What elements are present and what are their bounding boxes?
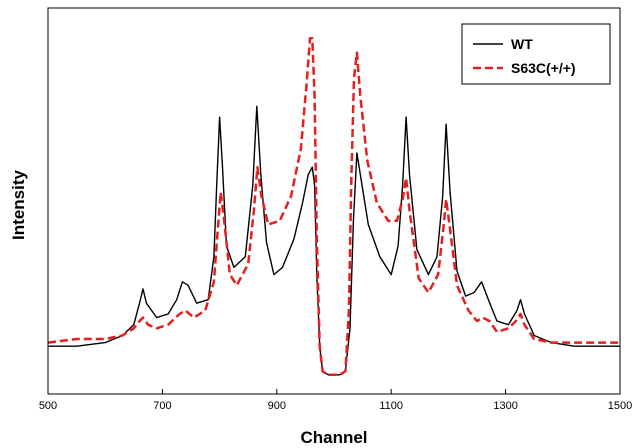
x-axis-ticks: 500 700 900 1100 1300 1500 bbox=[39, 389, 632, 412]
series-line-wt bbox=[48, 105, 620, 376]
plot-frame bbox=[47, 7, 621, 395]
x-tick-label: 700 bbox=[153, 400, 171, 412]
x-tick-label: 1300 bbox=[493, 400, 517, 412]
legend: WT S63C(+/+) bbox=[461, 23, 611, 85]
x-tick-label: 1100 bbox=[379, 400, 403, 412]
series-line-s63c bbox=[47, 37, 620, 377]
legend-label-s63c: S63C(+/+) bbox=[511, 60, 576, 76]
y-axis-title: Intensity bbox=[9, 170, 28, 240]
x-axis-title: Channel bbox=[300, 428, 367, 447]
legend-box bbox=[461, 23, 611, 85]
legend-label-wt: WT bbox=[511, 36, 533, 52]
x-tick-label: 1500 bbox=[608, 400, 632, 412]
x-tick-label: 500 bbox=[39, 400, 57, 412]
plot-lines bbox=[47, 37, 620, 377]
x-tick-label: 900 bbox=[268, 400, 286, 412]
